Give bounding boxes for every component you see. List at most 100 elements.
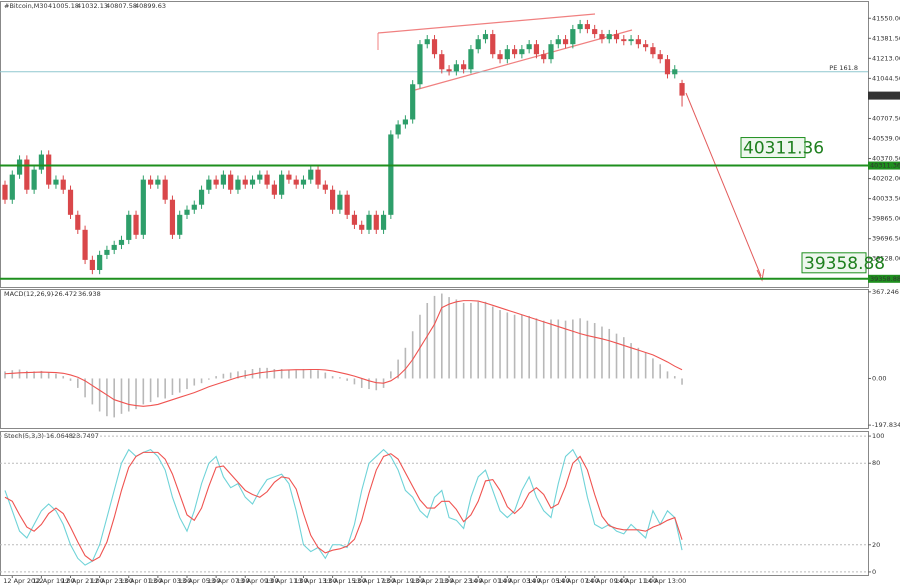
candle-body [388,134,394,215]
candle-body [148,179,154,185]
level-label-box [740,137,806,159]
y-tick-label: 80 [872,459,880,467]
axis-level-label: 40311.36 [870,162,900,170]
axis-level-box [868,161,900,170]
x-tick-label: 13 Apr 09:00 [236,577,278,585]
y-tick-label: 100 [872,432,884,440]
candle-body [184,209,190,215]
candle-body [293,179,299,185]
forecast-arrow [685,92,762,277]
stoch-panel-border [0,431,869,576]
candle-body [577,24,583,30]
x-tick-label: 12 Apr 19:00 [32,577,74,585]
candle-body [497,54,503,60]
candle-body [111,244,117,250]
candle-body [599,34,605,40]
candle-body [271,184,277,195]
level-label: 39358.88 [804,254,885,274]
candle-body [541,54,547,60]
candle-body [198,189,205,205]
x-tick-label: 14 Apr 07:00 [557,577,599,585]
candle-body [395,124,401,135]
x-tick-label: 14 Apr 03:00 [498,577,540,585]
candle-body [31,169,37,190]
candle-body [46,154,52,185]
macd-header-signal: 36.938 [78,290,101,298]
candle-body [257,174,263,180]
x-tick-label: 14 Apr 09:00 [586,577,628,585]
macd-panel-border [0,289,869,429]
candle-body [213,179,219,185]
candle-body [264,174,270,185]
y-tick-label: 20 [872,541,880,549]
candle-body [351,214,358,225]
candle-body [67,189,74,215]
level-label-box [801,252,867,274]
x-tick-label: 14 Apr 11:00 [615,577,657,585]
candle-body [330,189,336,210]
candle-body [16,159,23,175]
candle-body [621,39,627,42]
candle-body [38,154,44,170]
header-close: 40899.63 [135,2,166,10]
candle-body [228,174,234,190]
candle-body [126,214,132,240]
stoch-header-main: 16.0648 [46,432,73,440]
candle-body [592,29,598,35]
x-tick-label: 14 Apr 05:00 [527,577,569,585]
candle-body [373,214,379,230]
candle-body [75,214,81,230]
candle-body [24,159,30,190]
header-open: 41005.18 [48,2,79,10]
candle-body [2,184,8,200]
fib-label: PE 161.8 [829,64,858,72]
wedge-upper [377,13,596,34]
x-tick-label: 12 Apr 23:00 [91,577,133,585]
candle-body [512,49,518,55]
x-tick-label: 13 Apr 01:00 [120,577,162,585]
candle-body [526,44,532,50]
candle-body [140,179,146,235]
candle-body [155,179,161,185]
candle-body [359,224,365,230]
x-tick-label: 14 Apr 13:00 [644,577,686,585]
candle-body [664,59,671,75]
axis-level-label: 39358.88 [870,275,900,283]
candle-body [97,254,103,270]
macd-signal-line [4,300,683,407]
candle-body [533,44,540,55]
y-tick-label: 41550.00 [872,14,900,22]
y-tick-label: 40707.50 [872,114,900,122]
candle-body [643,44,649,48]
candle-body [118,239,125,245]
candle-body [468,49,474,70]
candle-body [53,179,59,185]
y-tick-label: 39528.00 [872,255,900,263]
y-tick-label: 41213.00 [872,54,900,62]
candle-body [613,34,620,40]
stoch-title: Stoch(5,3,3) [4,432,44,440]
x-tick-label: 13 Apr 15:00 [324,577,366,585]
x-tick-label: 13 Apr 17:00 [353,577,395,585]
y-tick-label: 367.246 [872,288,899,296]
candle-body [446,69,452,72]
candle-body [337,194,343,210]
macd-header-value: -26.472 [52,290,77,298]
candle-body [475,39,481,50]
candle-body [242,179,248,185]
candle-body [177,214,183,235]
candle-body [570,29,576,45]
candle-body [650,47,656,55]
candle-body [555,39,561,45]
candle-body [9,174,15,200]
macd-title: MACD(12,26,9) [4,290,53,298]
candle-body [300,179,307,185]
candle-body [519,49,525,55]
candle-body [133,214,139,235]
x-tick-label: 13 Apr 23:00 [440,577,482,585]
y-tick-label: 41381.50 [872,34,900,42]
candle-body [453,64,459,72]
header-high: 41032.13 [77,2,108,10]
